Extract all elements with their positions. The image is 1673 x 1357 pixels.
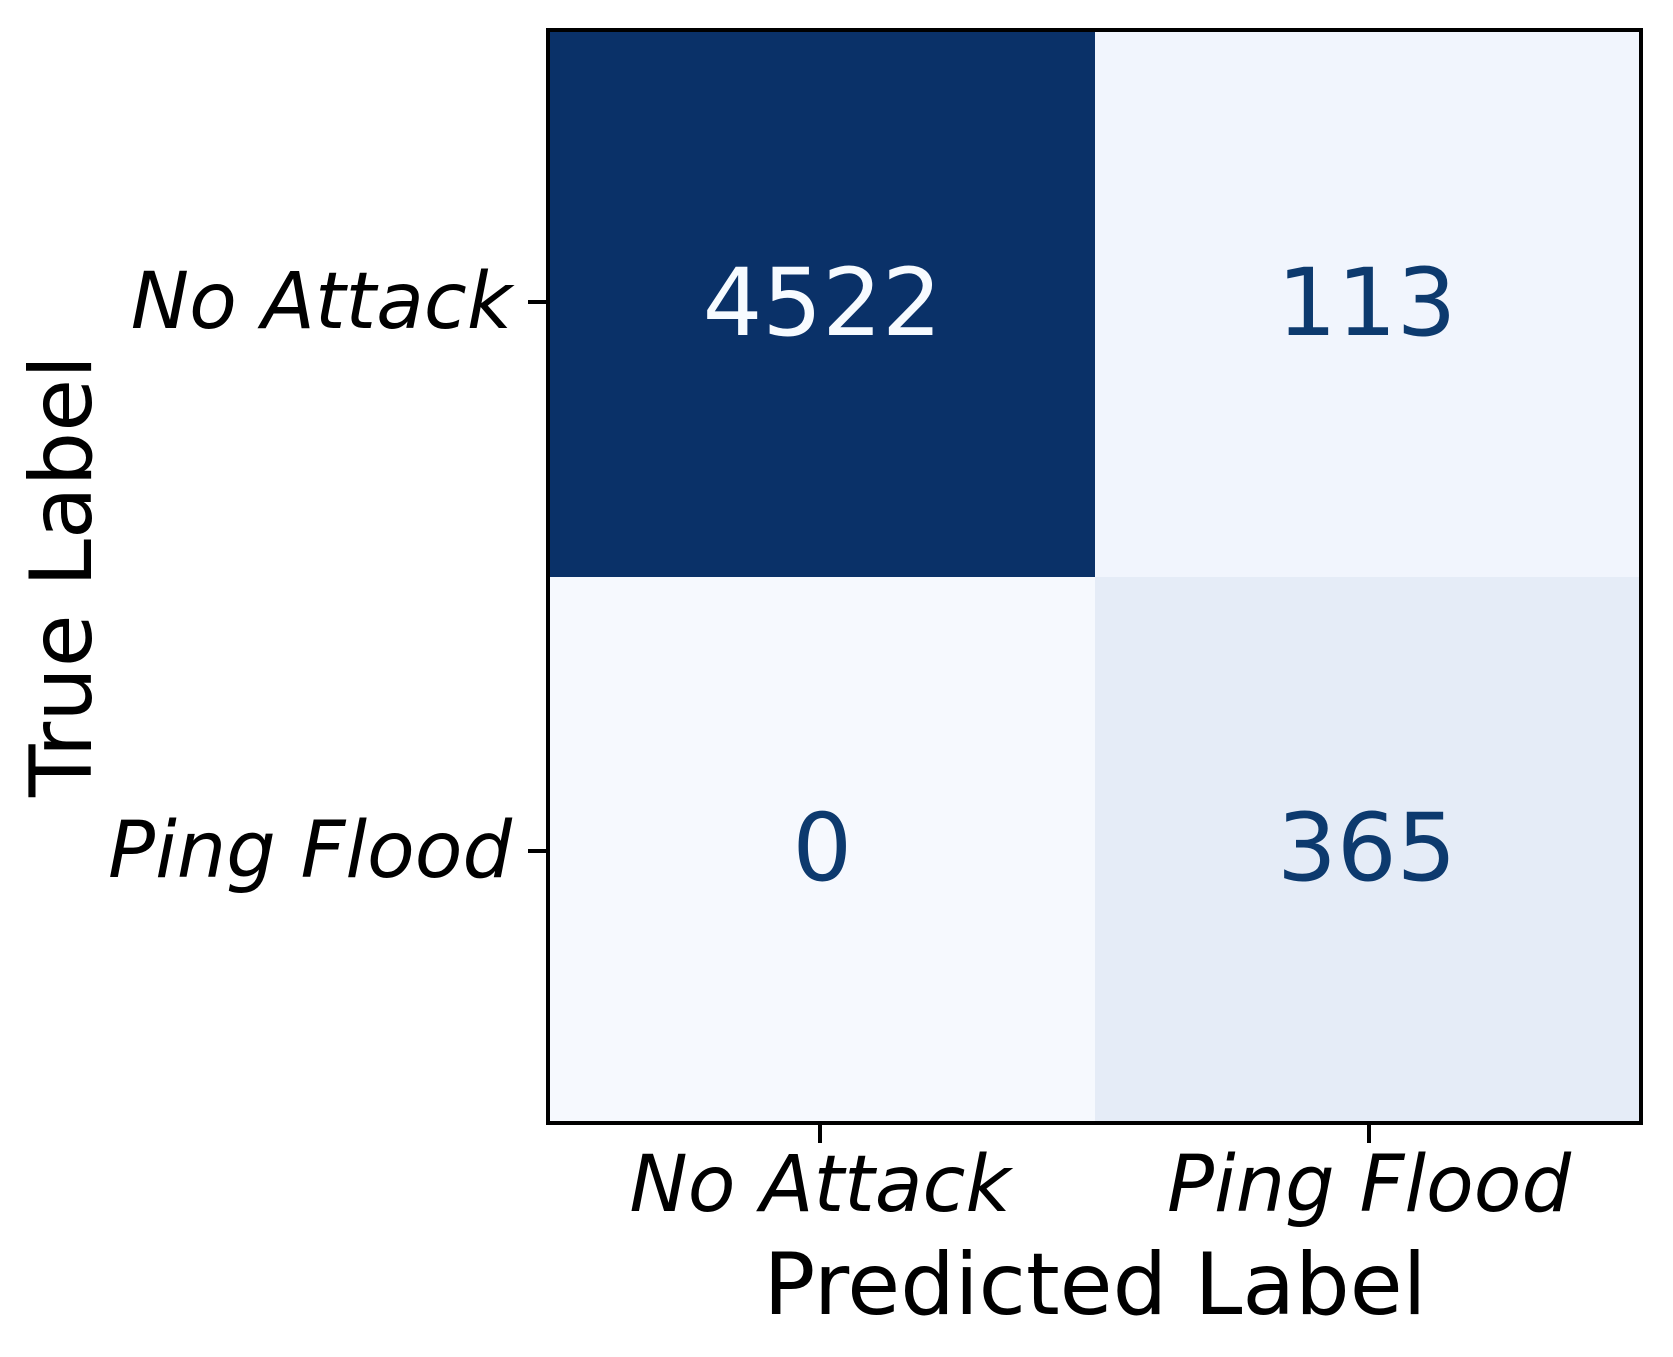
- x-tick-label-noattack: No Attack: [629, 1140, 1011, 1230]
- cell-value: 365: [1277, 793, 1457, 903]
- heatmap-plot: 4522 113 0 365: [546, 28, 1643, 1125]
- y-axis-label: True Label: [12, 354, 112, 798]
- x-tick-label-pingflood: Ping Flood: [1167, 1140, 1571, 1230]
- y-tick-mark-noattack: [528, 300, 546, 304]
- cell-value: 0: [792, 793, 853, 903]
- y-tick-label-noattack: No Attack: [130, 257, 512, 347]
- matrix-cell-true-pingflood-pred-noattack: 0: [550, 576, 1095, 1121]
- x-tick-mark-pingflood: [1367, 1125, 1371, 1143]
- cell-value: 4522: [702, 249, 942, 359]
- x-tick-mark-noattack: [818, 1125, 822, 1143]
- cell-value: 113: [1277, 249, 1457, 359]
- x-axis-label: Predicted Label: [763, 1235, 1427, 1335]
- y-tick-mark-pingflood: [528, 849, 546, 853]
- y-tick-label-pingflood: Ping Flood: [108, 806, 512, 896]
- matrix-cell-true-noattack-pred-noattack: 4522: [550, 32, 1095, 577]
- matrix-cell-true-pingflood-pred-pingflood: 365: [1094, 576, 1639, 1121]
- matrix-cell-true-noattack-pred-pingflood: 113: [1094, 32, 1639, 577]
